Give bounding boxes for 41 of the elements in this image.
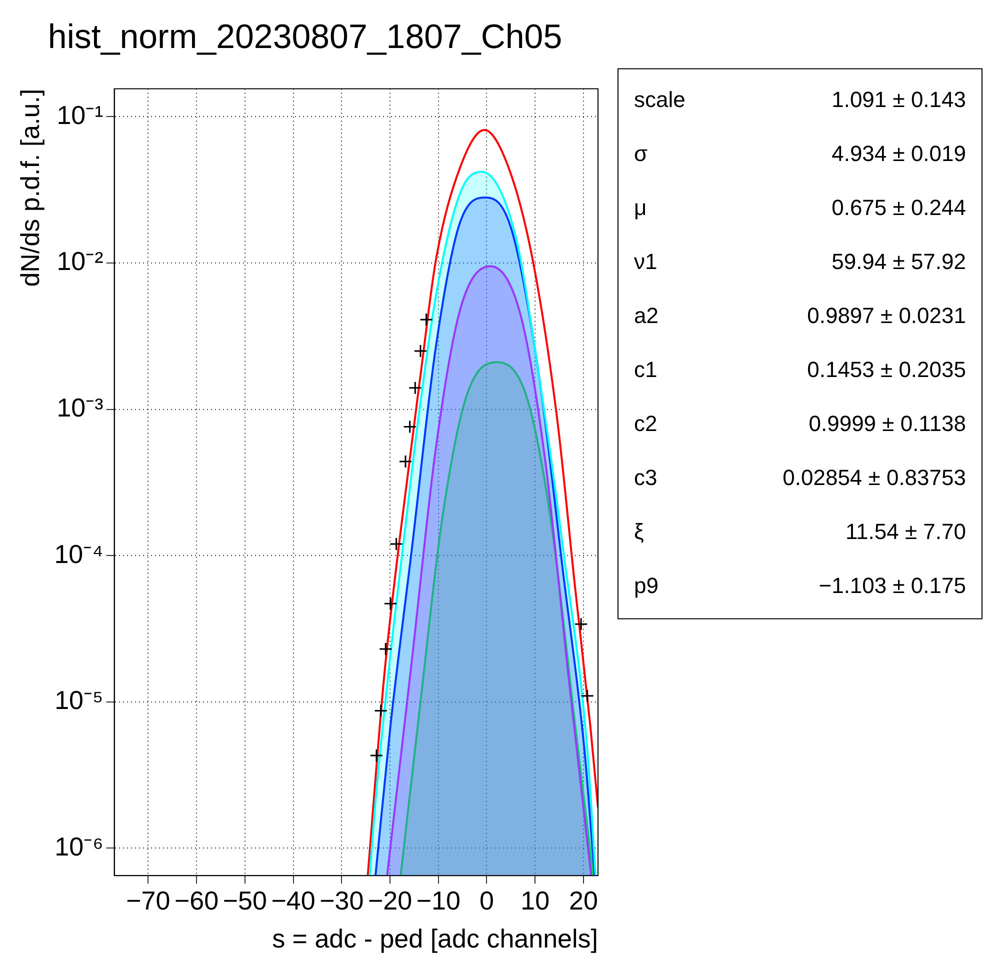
y-tick-label: 10⁻⁵ [54, 685, 104, 716]
point [414, 344, 428, 358]
y-tick-label: 10⁻⁴ [54, 538, 104, 569]
x-tick-label: 10 [520, 885, 550, 916]
x-tick-label: −40 [271, 885, 316, 916]
point [370, 748, 384, 762]
x-tick-label: −20 [368, 885, 412, 916]
y-axis-title: dN/ds p.d.f. [a.u.] [14, 88, 45, 287]
point [398, 454, 412, 468]
point [378, 642, 392, 656]
point [390, 537, 404, 551]
y-tick-label: 10⁻¹ [56, 100, 104, 130]
point [403, 420, 417, 434]
point [374, 704, 388, 718]
chart-title: hist_norm_20230807_1807_Ch05 [48, 18, 562, 56]
text: ξ 11.54 ± 7.70 [634, 518, 966, 544]
text: c1 0.1453 ± 0.2035 [634, 356, 966, 382]
point [420, 312, 434, 326]
x-tick-label: 20 [569, 885, 598, 916]
y-tick-label: 10⁻² [56, 246, 104, 276]
text: c2 0.9999 ± 0.1138 [634, 410, 966, 436]
text: σ 4.934 ± 0.019 [634, 140, 966, 166]
point [384, 596, 398, 610]
x-tick-label: −50 [222, 885, 267, 916]
point [574, 617, 588, 631]
x-tick-label: −10 [416, 885, 460, 916]
x-tick-label: −70 [126, 885, 170, 916]
x-tick-label: −30 [320, 885, 364, 916]
point [408, 381, 422, 395]
text: c3 0.02854 ± 0.83753 [634, 464, 966, 490]
x-axis-title: s = adc - ped [adc channels] [272, 924, 598, 954]
text: μ 0.675 ± 0.244 [634, 194, 966, 220]
text: p9 −1.103 ± 0.175 [634, 572, 966, 598]
y-tick-label: 10⁻³ [56, 392, 104, 422]
x-tick-label: −60 [174, 885, 219, 916]
text: scale 1.091 ± 0.143 [634, 86, 966, 112]
x-tick-label: 0 [480, 885, 494, 916]
text: a2 0.9897 ± 0.0231 [634, 302, 966, 328]
y-tick-label: 10⁻⁶ [54, 831, 104, 862]
text: ν1 59.94 ± 57.92 [634, 248, 966, 274]
point [580, 689, 594, 703]
